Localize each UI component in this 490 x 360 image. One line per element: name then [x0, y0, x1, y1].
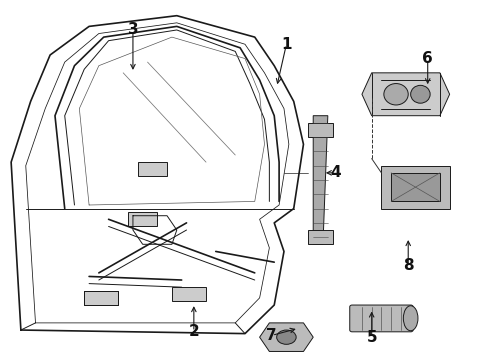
- Text: 5: 5: [367, 330, 377, 345]
- Ellipse shape: [411, 85, 430, 103]
- Text: 2: 2: [189, 324, 199, 339]
- Polygon shape: [391, 173, 440, 202]
- Text: 7: 7: [267, 328, 277, 343]
- FancyBboxPatch shape: [350, 305, 413, 332]
- Ellipse shape: [384, 84, 408, 105]
- Text: 4: 4: [330, 165, 341, 180]
- Polygon shape: [172, 287, 206, 301]
- Polygon shape: [362, 73, 450, 116]
- Ellipse shape: [403, 306, 418, 331]
- Polygon shape: [308, 123, 333, 137]
- Text: 1: 1: [281, 37, 292, 52]
- Polygon shape: [138, 162, 167, 176]
- Polygon shape: [260, 323, 313, 351]
- Ellipse shape: [277, 330, 296, 344]
- Polygon shape: [308, 230, 333, 244]
- Polygon shape: [128, 212, 157, 226]
- Text: 6: 6: [422, 51, 433, 66]
- Text: 8: 8: [403, 258, 414, 273]
- Polygon shape: [381, 166, 450, 208]
- Text: 3: 3: [127, 22, 138, 37]
- Polygon shape: [84, 291, 118, 305]
- Polygon shape: [313, 116, 328, 244]
